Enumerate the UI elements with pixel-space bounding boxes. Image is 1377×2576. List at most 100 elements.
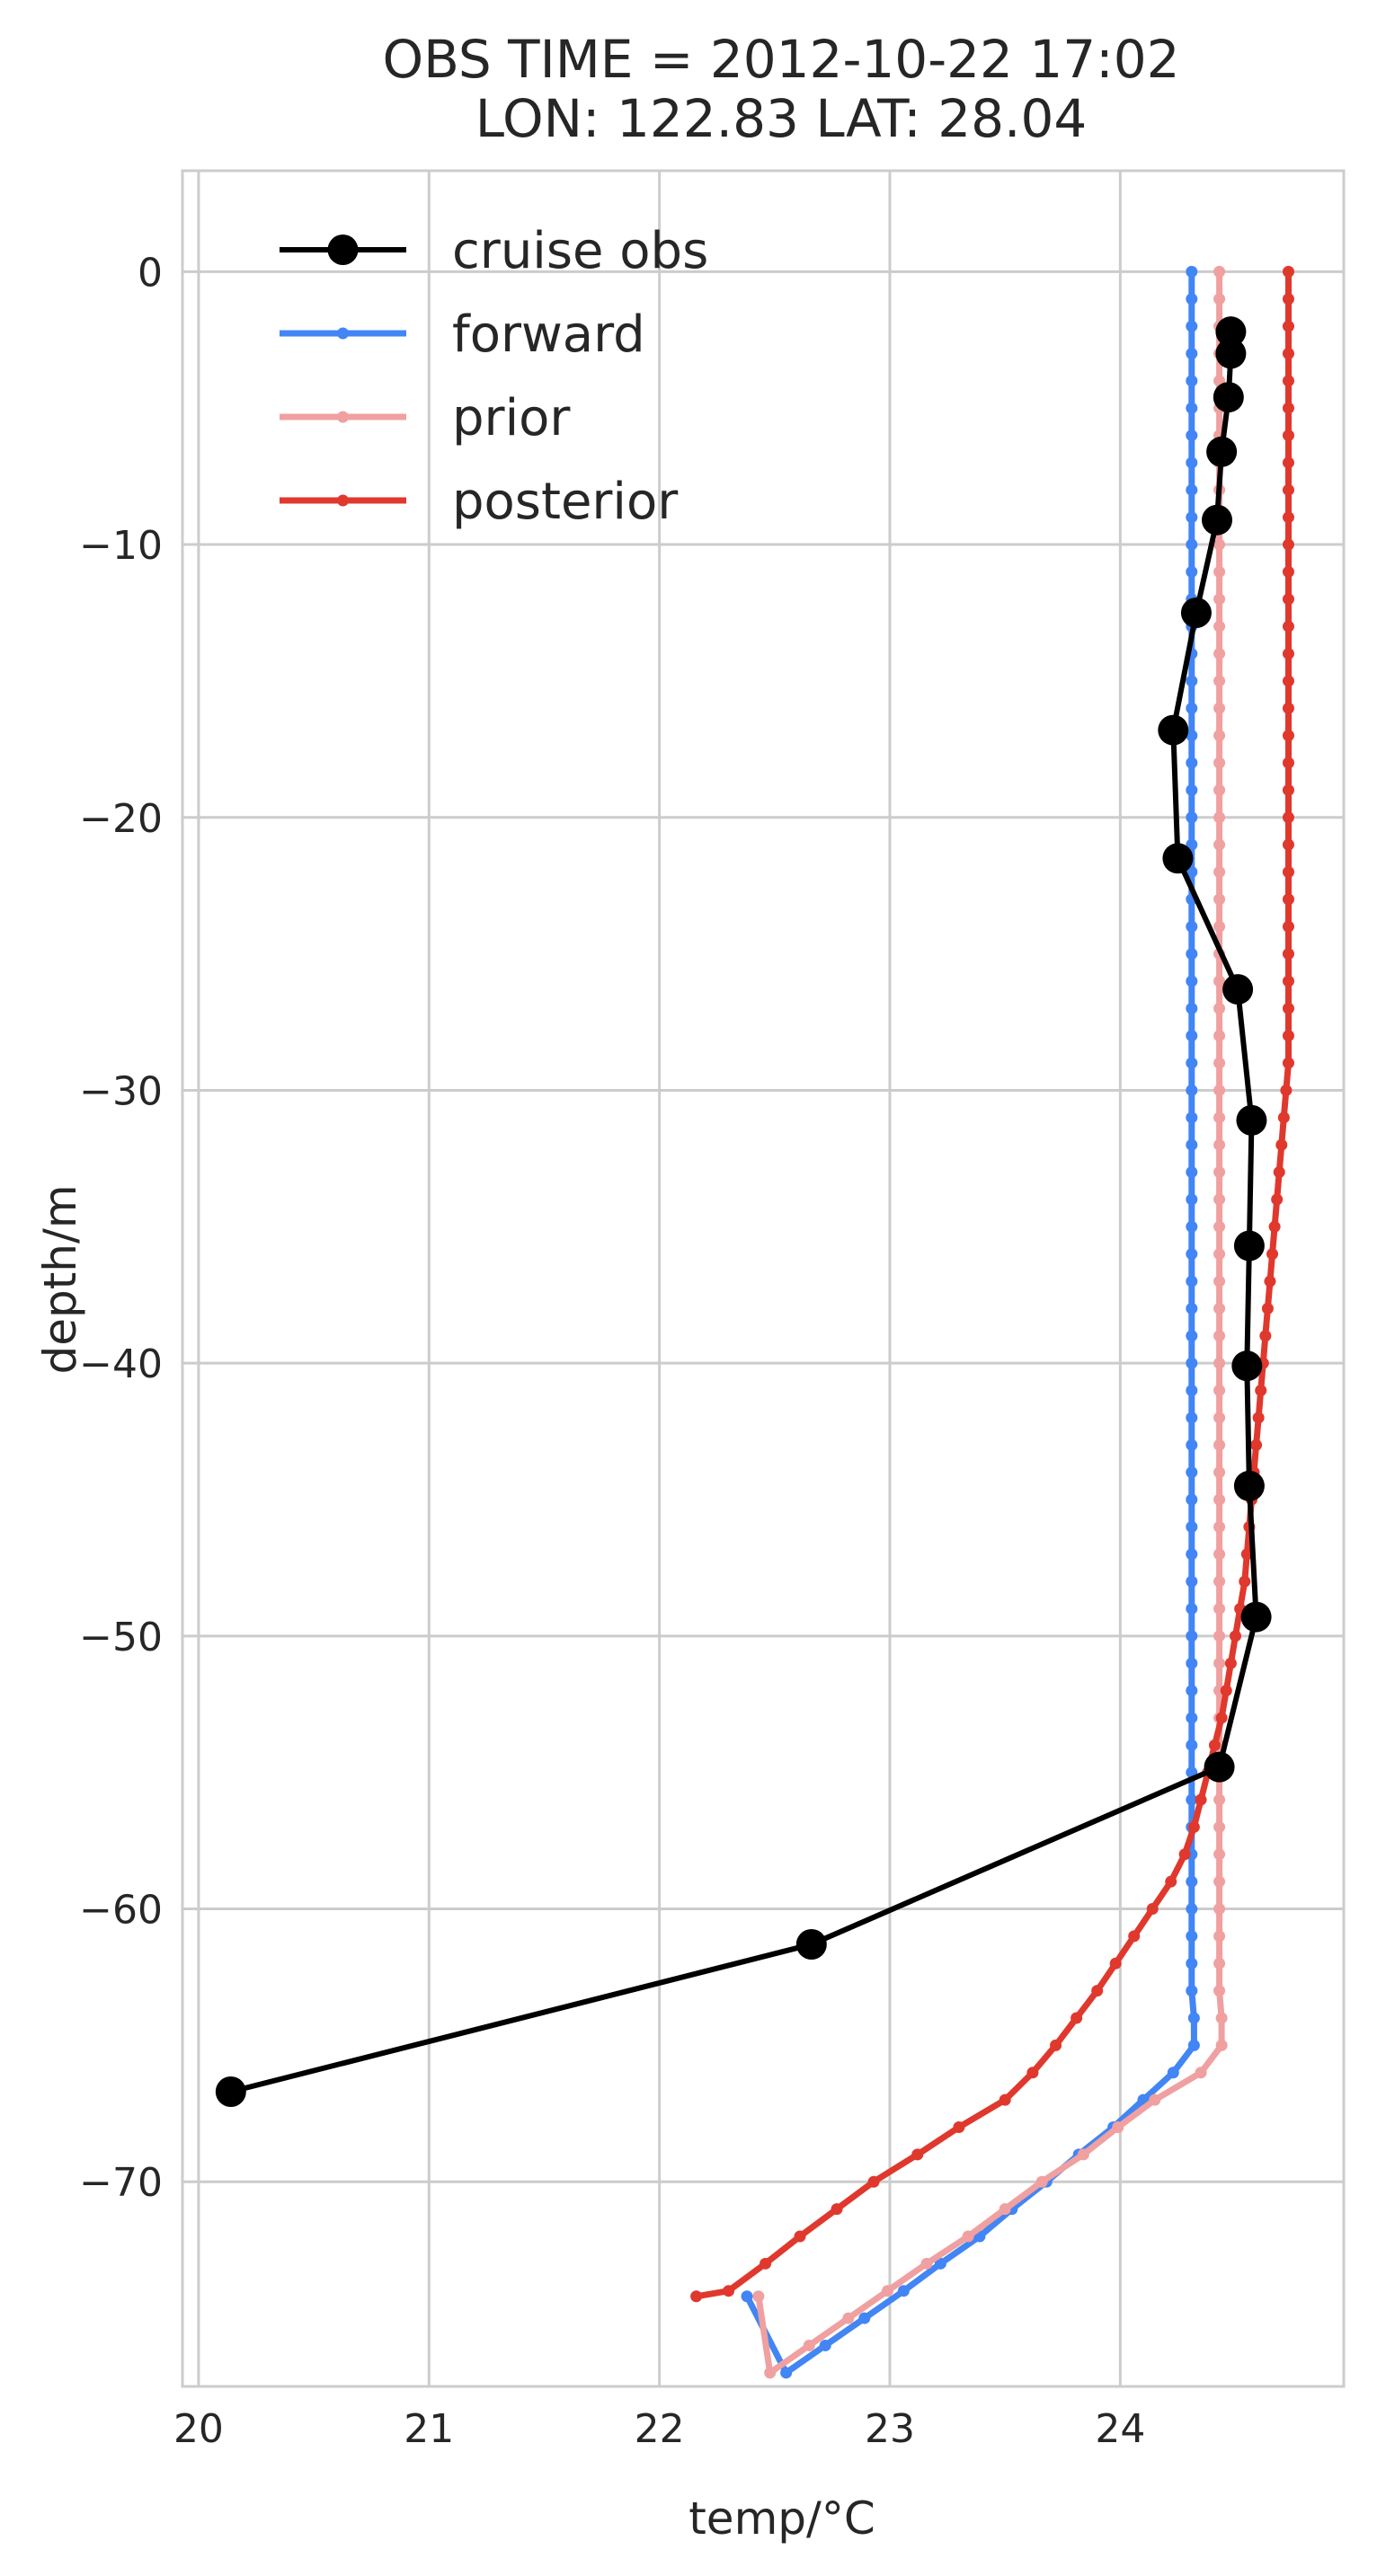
- legend-prior-marker: [337, 411, 349, 423]
- prior-point: [920, 2257, 933, 2270]
- cruise-obs-point: [215, 2076, 246, 2108]
- prior-point: [1213, 1820, 1226, 1833]
- forward-point: [1186, 402, 1198, 414]
- forward-point: [1186, 1493, 1198, 1506]
- y-tick-label: −10: [79, 523, 163, 569]
- posterior-point: [1282, 320, 1294, 332]
- prior-point: [1213, 1385, 1226, 1397]
- posterior-point: [1273, 1166, 1285, 1179]
- prior-point: [1213, 1248, 1226, 1261]
- prior-point: [1213, 1466, 1226, 1479]
- x-tick-label: 24: [1095, 2406, 1145, 2452]
- prior-point: [1213, 730, 1226, 742]
- prior-point: [1213, 1848, 1226, 1861]
- posterior-point: [1208, 1739, 1221, 1751]
- forward-point: [934, 2257, 946, 2270]
- legend-forward-label: forward: [452, 305, 645, 364]
- posterior-point: [1282, 838, 1294, 851]
- y-tick-label: −50: [79, 1615, 163, 1660]
- prior-point: [1213, 620, 1226, 633]
- cruise-obs-point: [1215, 338, 1247, 369]
- prior-point: [1195, 2067, 1207, 2079]
- prior-point: [1213, 1493, 1226, 1506]
- forward-point: [1186, 265, 1198, 278]
- posterior-point: [1128, 1930, 1141, 1943]
- posterior-point: [1282, 783, 1294, 796]
- prior-point: [1213, 1657, 1226, 1669]
- posterior-point: [1282, 483, 1294, 496]
- posterior-point: [1282, 893, 1294, 906]
- cruise-obs-point: [1215, 316, 1247, 348]
- posterior-point: [1282, 811, 1294, 824]
- posterior-point: [1091, 1985, 1104, 1997]
- prior-point: [1213, 1412, 1226, 1424]
- series-posterior: [690, 265, 1294, 2303]
- y-tick-label: −20: [79, 796, 163, 842]
- prior-point: [1213, 920, 1226, 933]
- posterior-point: [1282, 620, 1294, 633]
- x-tick-label: 23: [865, 2406, 915, 2452]
- forward-point: [1186, 456, 1198, 469]
- posterior-point: [1146, 1903, 1159, 1916]
- forward-point: [1186, 375, 1198, 387]
- posterior-point: [1282, 265, 1294, 278]
- forward-point: [1186, 538, 1198, 551]
- forward-point: [1186, 1657, 1198, 1669]
- cruise-obs-point: [1233, 1470, 1265, 1501]
- posterior-point: [723, 2285, 735, 2297]
- posterior-point: [1282, 456, 1294, 469]
- forward-point: [1186, 1275, 1198, 1288]
- prior-point: [1213, 1111, 1226, 1124]
- prior-point: [1213, 1793, 1226, 1806]
- cruise-obs-point: [1213, 382, 1244, 413]
- prior-point: [1213, 811, 1226, 824]
- posterior-point: [1282, 375, 1294, 387]
- cruise-obs-point: [1222, 974, 1254, 1005]
- posterior-point: [1282, 429, 1294, 442]
- forward-point: [1186, 1685, 1198, 1697]
- posterior-point: [1282, 920, 1294, 933]
- forward-point: [1167, 2067, 1179, 2079]
- forward-point: [1186, 1520, 1198, 1533]
- prior-point: [1213, 1630, 1226, 1642]
- legend-posterior-label: posterior: [452, 473, 679, 531]
- y-tick-label: 0: [138, 250, 163, 296]
- chart-title: OBS TIME = 2012-10-22 17:02: [382, 29, 1179, 90]
- grid: [182, 171, 1344, 2386]
- legend-prior-label: prior: [452, 389, 571, 447]
- forward-point: [1186, 1193, 1198, 1206]
- cruise-obs-point: [1158, 714, 1189, 746]
- prior-point: [1213, 1520, 1226, 1533]
- forward-point: [741, 2290, 753, 2303]
- prior-point: [1213, 1275, 1226, 1288]
- posterior-point: [1215, 1712, 1228, 1724]
- forward-point: [1186, 1138, 1198, 1151]
- prior-point: [1213, 1903, 1226, 1916]
- posterior-point: [1224, 1657, 1237, 1669]
- y-tick-label: −40: [79, 1341, 163, 1387]
- posterior-point: [1282, 948, 1294, 960]
- posterior-point: [1282, 402, 1294, 414]
- posterior-point: [1282, 975, 1294, 987]
- forward-point: [1186, 1548, 1198, 1561]
- posterior-point: [1282, 1030, 1294, 1042]
- prior-point: [962, 2230, 974, 2243]
- posterior-point: [1264, 1275, 1276, 1288]
- prior-point: [1213, 1138, 1226, 1151]
- prior-point: [1213, 865, 1226, 878]
- posterior-point: [1071, 2012, 1083, 2024]
- forward-point: [1186, 1248, 1198, 1261]
- posterior-point: [1282, 593, 1294, 606]
- forward-point: [1186, 702, 1198, 714]
- posterior-point: [1282, 730, 1294, 742]
- forward-point: [1186, 1793, 1198, 1806]
- prior-point: [803, 2339, 815, 2351]
- posterior-point: [1109, 1957, 1122, 1970]
- posterior-point: [1050, 2039, 1062, 2051]
- prior-point: [1215, 2012, 1228, 2024]
- forward-point: [1186, 838, 1198, 851]
- posterior-point: [911, 2148, 924, 2161]
- forward-point: [1186, 920, 1198, 933]
- prior-point: [1213, 1220, 1226, 1233]
- chart-subtitle: LON: 122.83 LAT: 28.04: [475, 88, 1088, 149]
